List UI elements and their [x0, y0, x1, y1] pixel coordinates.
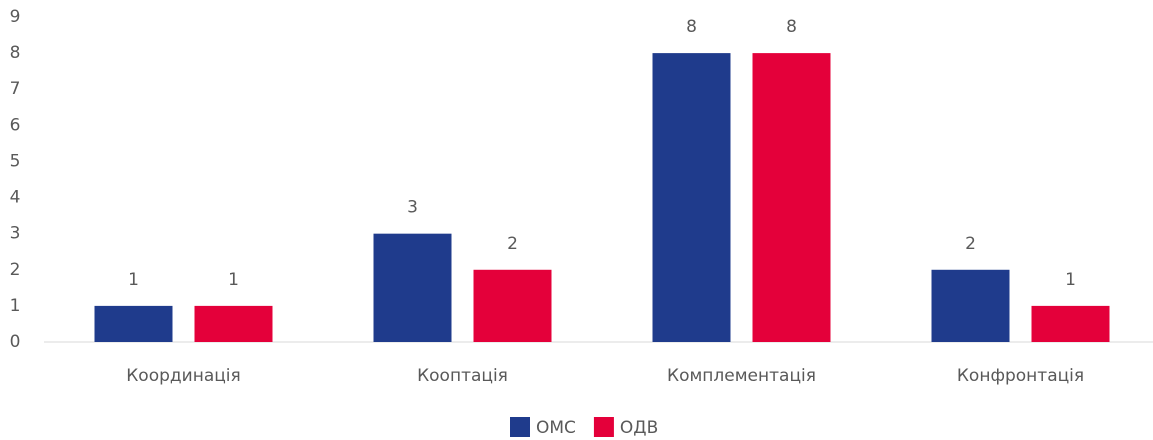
x-tick-label: Координація: [126, 366, 241, 386]
y-tick-label: 7: [10, 79, 21, 99]
bar: [373, 233, 452, 342]
bar: [94, 305, 173, 342]
legend-swatch: [593, 417, 614, 437]
data-label: 1: [128, 270, 139, 290]
legend-label: ОДВ: [620, 418, 658, 438]
bar: [752, 53, 831, 342]
legend-label: ОМС: [536, 418, 576, 438]
data-label: 2: [507, 234, 518, 254]
legend-swatch: [510, 417, 530, 437]
bar: [473, 269, 552, 342]
bar: [652, 53, 731, 342]
data-label: 1: [228, 270, 239, 290]
y-tick-label: 5: [10, 151, 21, 171]
data-label: 1: [1065, 270, 1076, 290]
y-tick-label: 3: [10, 224, 21, 244]
bar: [1031, 305, 1110, 342]
bar: [931, 269, 1010, 342]
y-tick-label: 2: [10, 260, 21, 280]
y-tick-label: 4: [10, 188, 21, 208]
y-tick-label: 8: [10, 43, 21, 63]
y-tick-label: 9: [10, 7, 21, 27]
y-tick-label: 0: [10, 332, 21, 352]
bar: [194, 305, 273, 342]
y-tick-label: 6: [10, 115, 21, 135]
data-label: 8: [786, 17, 797, 37]
data-label: 8: [686, 17, 697, 37]
y-tick-label: 1: [10, 296, 21, 316]
data-label: 2: [965, 234, 976, 254]
x-tick-label: Кооптація: [417, 366, 508, 386]
data-label: 3: [407, 198, 418, 218]
x-tick-label: Комплементація: [667, 366, 816, 386]
x-tick-label: Конфронтація: [957, 366, 1084, 386]
